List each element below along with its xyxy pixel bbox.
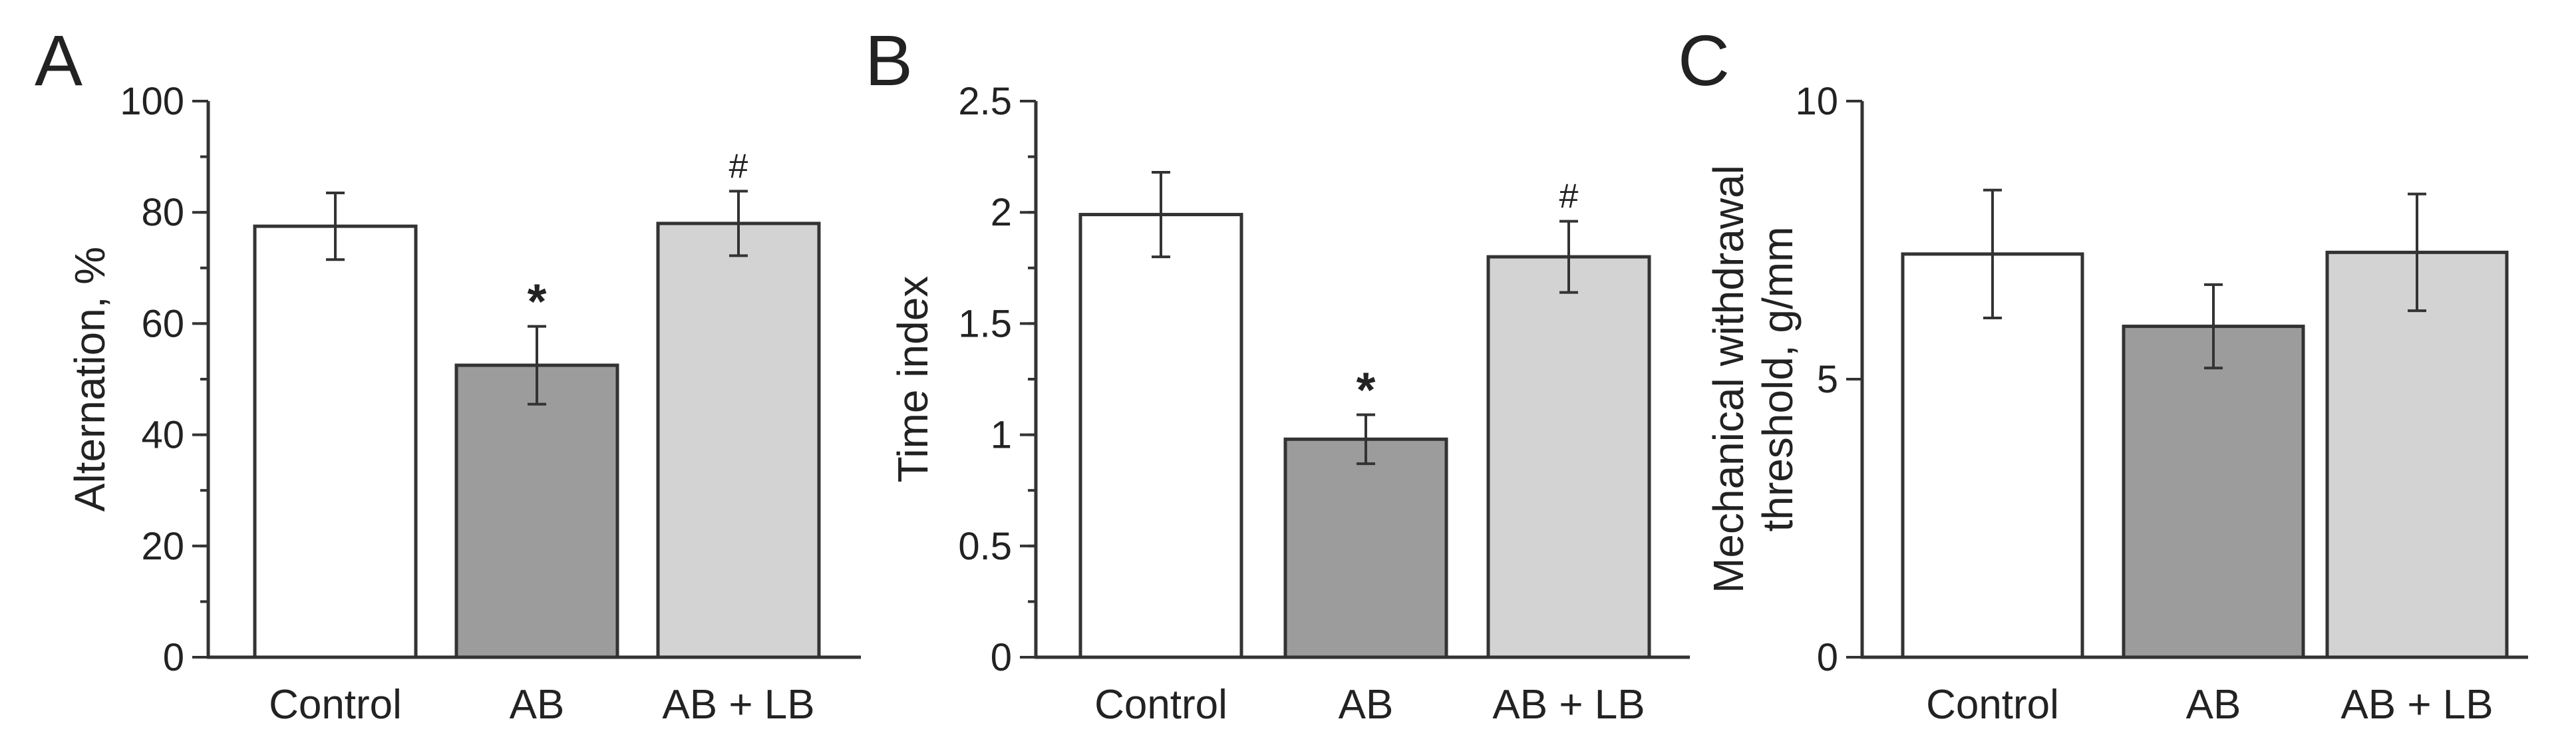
error-bar	[2408, 192, 2426, 313]
y-tick-label: 0	[1817, 636, 1838, 679]
error-bar	[729, 190, 748, 257]
error-bar	[326, 191, 345, 261]
bar-ab	[2122, 325, 2305, 659]
error-bar	[1983, 188, 2002, 320]
y-axis-title: Alternation, %	[66, 247, 114, 512]
y-tick-label: 80	[141, 191, 184, 234]
bar-ab-lb	[1486, 255, 1651, 659]
error-bar	[1559, 220, 1578, 294]
y-tick-label: 5	[1817, 358, 1838, 401]
x-tick-label: AB	[1339, 682, 1394, 728]
x-tick-label: Control	[1926, 682, 2059, 728]
significance-hash: #	[729, 147, 748, 186]
bar-ab-lb	[2325, 250, 2509, 659]
y-tick-label: 2	[991, 191, 1012, 234]
y-tick-label: 10	[1795, 80, 1838, 123]
chart-panel-a: A * #0 20 40 60 80 100 Control AB AB + LB Alternati…	[35, 20, 861, 728]
significance-hash: #	[1559, 178, 1579, 216]
bar-control	[1078, 213, 1243, 659]
x-tick-label: AB	[510, 682, 565, 728]
y-tick-label: 0	[163, 636, 184, 679]
y-tick-label: 60	[141, 302, 184, 345]
chart-panel-c: C 0 5 10 Control AB AB + LB Mechanical withdraw…	[1678, 20, 2528, 728]
bar-ab	[454, 363, 619, 659]
y-tick-label: 2.5	[958, 80, 1012, 123]
panel-letter: A	[35, 20, 82, 100]
x-tick-label: AB + LB	[662, 682, 814, 728]
x-tick-label: AB	[2186, 682, 2241, 728]
panel-letter: C	[1678, 20, 1730, 100]
significance-star: *	[528, 274, 547, 329]
y-axis-title: threshold, g/mm	[1754, 227, 1802, 532]
panel-letter: B	[865, 20, 913, 100]
y-tick-label: 1	[991, 414, 1012, 457]
y-tick-label: 100	[120, 80, 184, 123]
x-tick-label: Control	[1094, 682, 1227, 728]
error-bar	[1357, 413, 1375, 466]
x-tick-label: Control	[269, 682, 402, 728]
significance-star: *	[1357, 363, 1376, 418]
x-tick-label: AB + LB	[2340, 682, 2493, 728]
y-tick-label: 40	[141, 414, 184, 457]
bar-control	[253, 224, 418, 659]
chart-panel-b: B * #0 0.5 1 1.5 2 2.5 Control AB AB + LB Time inde…	[865, 20, 1690, 728]
y-tick-label: 0.5	[958, 525, 1012, 568]
bar-ab-lb	[656, 222, 821, 659]
y-axis-title: Time index	[889, 276, 937, 483]
y-axis-title: Mechanical withdrawal	[1704, 165, 1752, 593]
error-bar	[2204, 283, 2223, 370]
y-tick-label: 0	[991, 636, 1012, 679]
y-tick-label: 20	[141, 525, 184, 568]
x-tick-label: AB + LB	[1492, 682, 1645, 728]
error-bar	[1152, 171, 1170, 259]
error-bar	[528, 325, 546, 406]
bar-ab	[1283, 437, 1448, 659]
y-tick-label: 1.5	[958, 302, 1012, 345]
